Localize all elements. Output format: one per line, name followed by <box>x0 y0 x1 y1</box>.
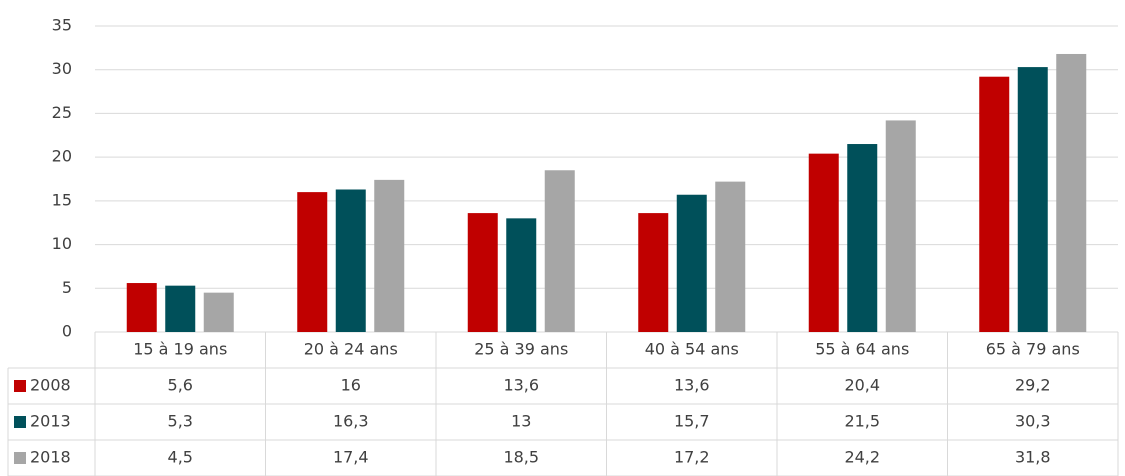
table-cell: 31,8 <box>1015 448 1051 467</box>
bar <box>1017 67 1048 332</box>
table-cell: 16,3 <box>333 412 369 431</box>
x-tick-label: 25 à 39 ans <box>474 340 568 359</box>
y-tick-label: 35 <box>52 16 72 35</box>
table-cell: 17,2 <box>674 448 710 467</box>
bar <box>1056 53 1087 332</box>
table-cell: 4,5 <box>168 448 193 467</box>
bar <box>808 153 839 332</box>
bar <box>467 213 498 332</box>
bar <box>544 170 575 332</box>
bar <box>885 120 916 333</box>
y-tick-label: 15 <box>52 190 72 209</box>
x-tick-label: 15 à 19 ans <box>133 340 227 359</box>
y-tick-label: 25 <box>52 103 72 122</box>
table-cell: 24,2 <box>844 448 880 467</box>
y-tick-label: 5 <box>62 278 72 297</box>
bar <box>715 181 746 332</box>
y-tick-label: 10 <box>52 234 72 253</box>
y-tick-label: 0 <box>62 322 72 341</box>
bar <box>506 218 537 332</box>
table-cell: 13 <box>511 412 531 431</box>
x-tick-label: 55 à 64 ans <box>815 340 909 359</box>
bar <box>638 213 669 332</box>
legend-label: 2008 <box>30 376 71 395</box>
table-cell: 15,7 <box>674 412 710 431</box>
legend-swatch <box>14 452 26 464</box>
table-cell: 17,4 <box>333 448 369 467</box>
table-cell: 21,5 <box>844 412 880 431</box>
table-cell: 30,3 <box>1015 412 1051 431</box>
y-tick-label: 30 <box>52 59 72 78</box>
table-cell: 16 <box>341 376 361 395</box>
table-cell: 13,6 <box>674 376 710 395</box>
table-cell: 13,6 <box>503 376 539 395</box>
bar <box>979 76 1010 332</box>
bar <box>165 285 196 332</box>
x-tick-label: 40 à 54 ans <box>645 340 739 359</box>
table-cell: 5,6 <box>168 376 193 395</box>
legend-swatch <box>14 380 26 392</box>
legend-swatch <box>14 416 26 428</box>
legend-label: 2018 <box>30 448 71 467</box>
bar <box>203 292 234 332</box>
bar <box>297 192 328 332</box>
bar <box>374 179 405 332</box>
legend-label: 2013 <box>30 412 71 431</box>
table-cell: 20,4 <box>844 376 880 395</box>
table-cell: 29,2 <box>1015 376 1051 395</box>
bar <box>847 144 878 332</box>
bar <box>676 194 707 332</box>
bar <box>126 283 157 332</box>
table-cell: 18,5 <box>503 448 539 467</box>
x-tick-label: 65 à 79 ans <box>986 340 1080 359</box>
table-cell: 5,3 <box>168 412 193 431</box>
y-tick-label: 20 <box>52 147 72 166</box>
bar <box>335 189 366 332</box>
x-tick-label: 20 à 24 ans <box>304 340 398 359</box>
